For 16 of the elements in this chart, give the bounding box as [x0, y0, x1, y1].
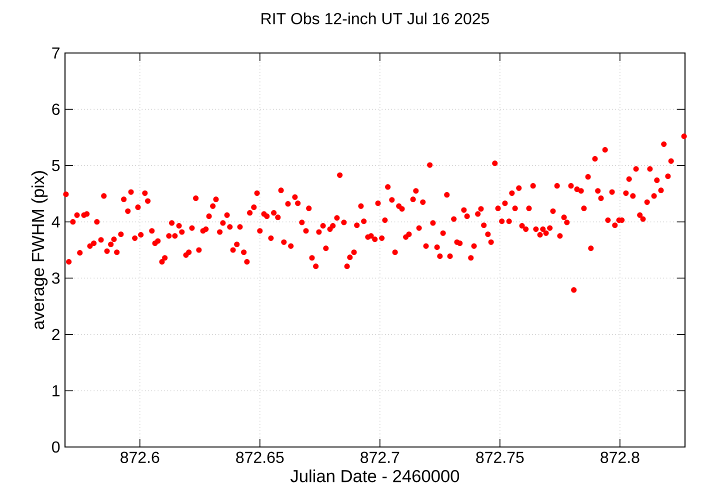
- x-tick-label: 872.65: [236, 452, 284, 464]
- y-tick-label: 0: [52, 441, 60, 453]
- x-tick-label: 872.6: [120, 452, 160, 464]
- y-tick-label: 5: [52, 160, 60, 172]
- y-tick-label: 7: [52, 48, 60, 59]
- x-tick-label: 872.75: [476, 452, 524, 464]
- y-tick-label: 2: [52, 328, 60, 340]
- chart-title: RIT Obs 12-inch UT Jul 16 2025: [262, 12, 489, 24]
- x-tick-label: 872.8: [600, 452, 640, 464]
- x-axis-title: Julian Date - 2460000: [290, 470, 460, 482]
- x-tick-label: 872.7: [360, 452, 400, 464]
- y-tick-label: 4: [52, 216, 60, 228]
- y-tick-label: 6: [52, 104, 60, 115]
- y-tick-label: 1: [52, 385, 60, 396]
- y-tick-label: 3: [52, 272, 60, 284]
- y-axis-title: average FWHM (pix): [31, 171, 48, 330]
